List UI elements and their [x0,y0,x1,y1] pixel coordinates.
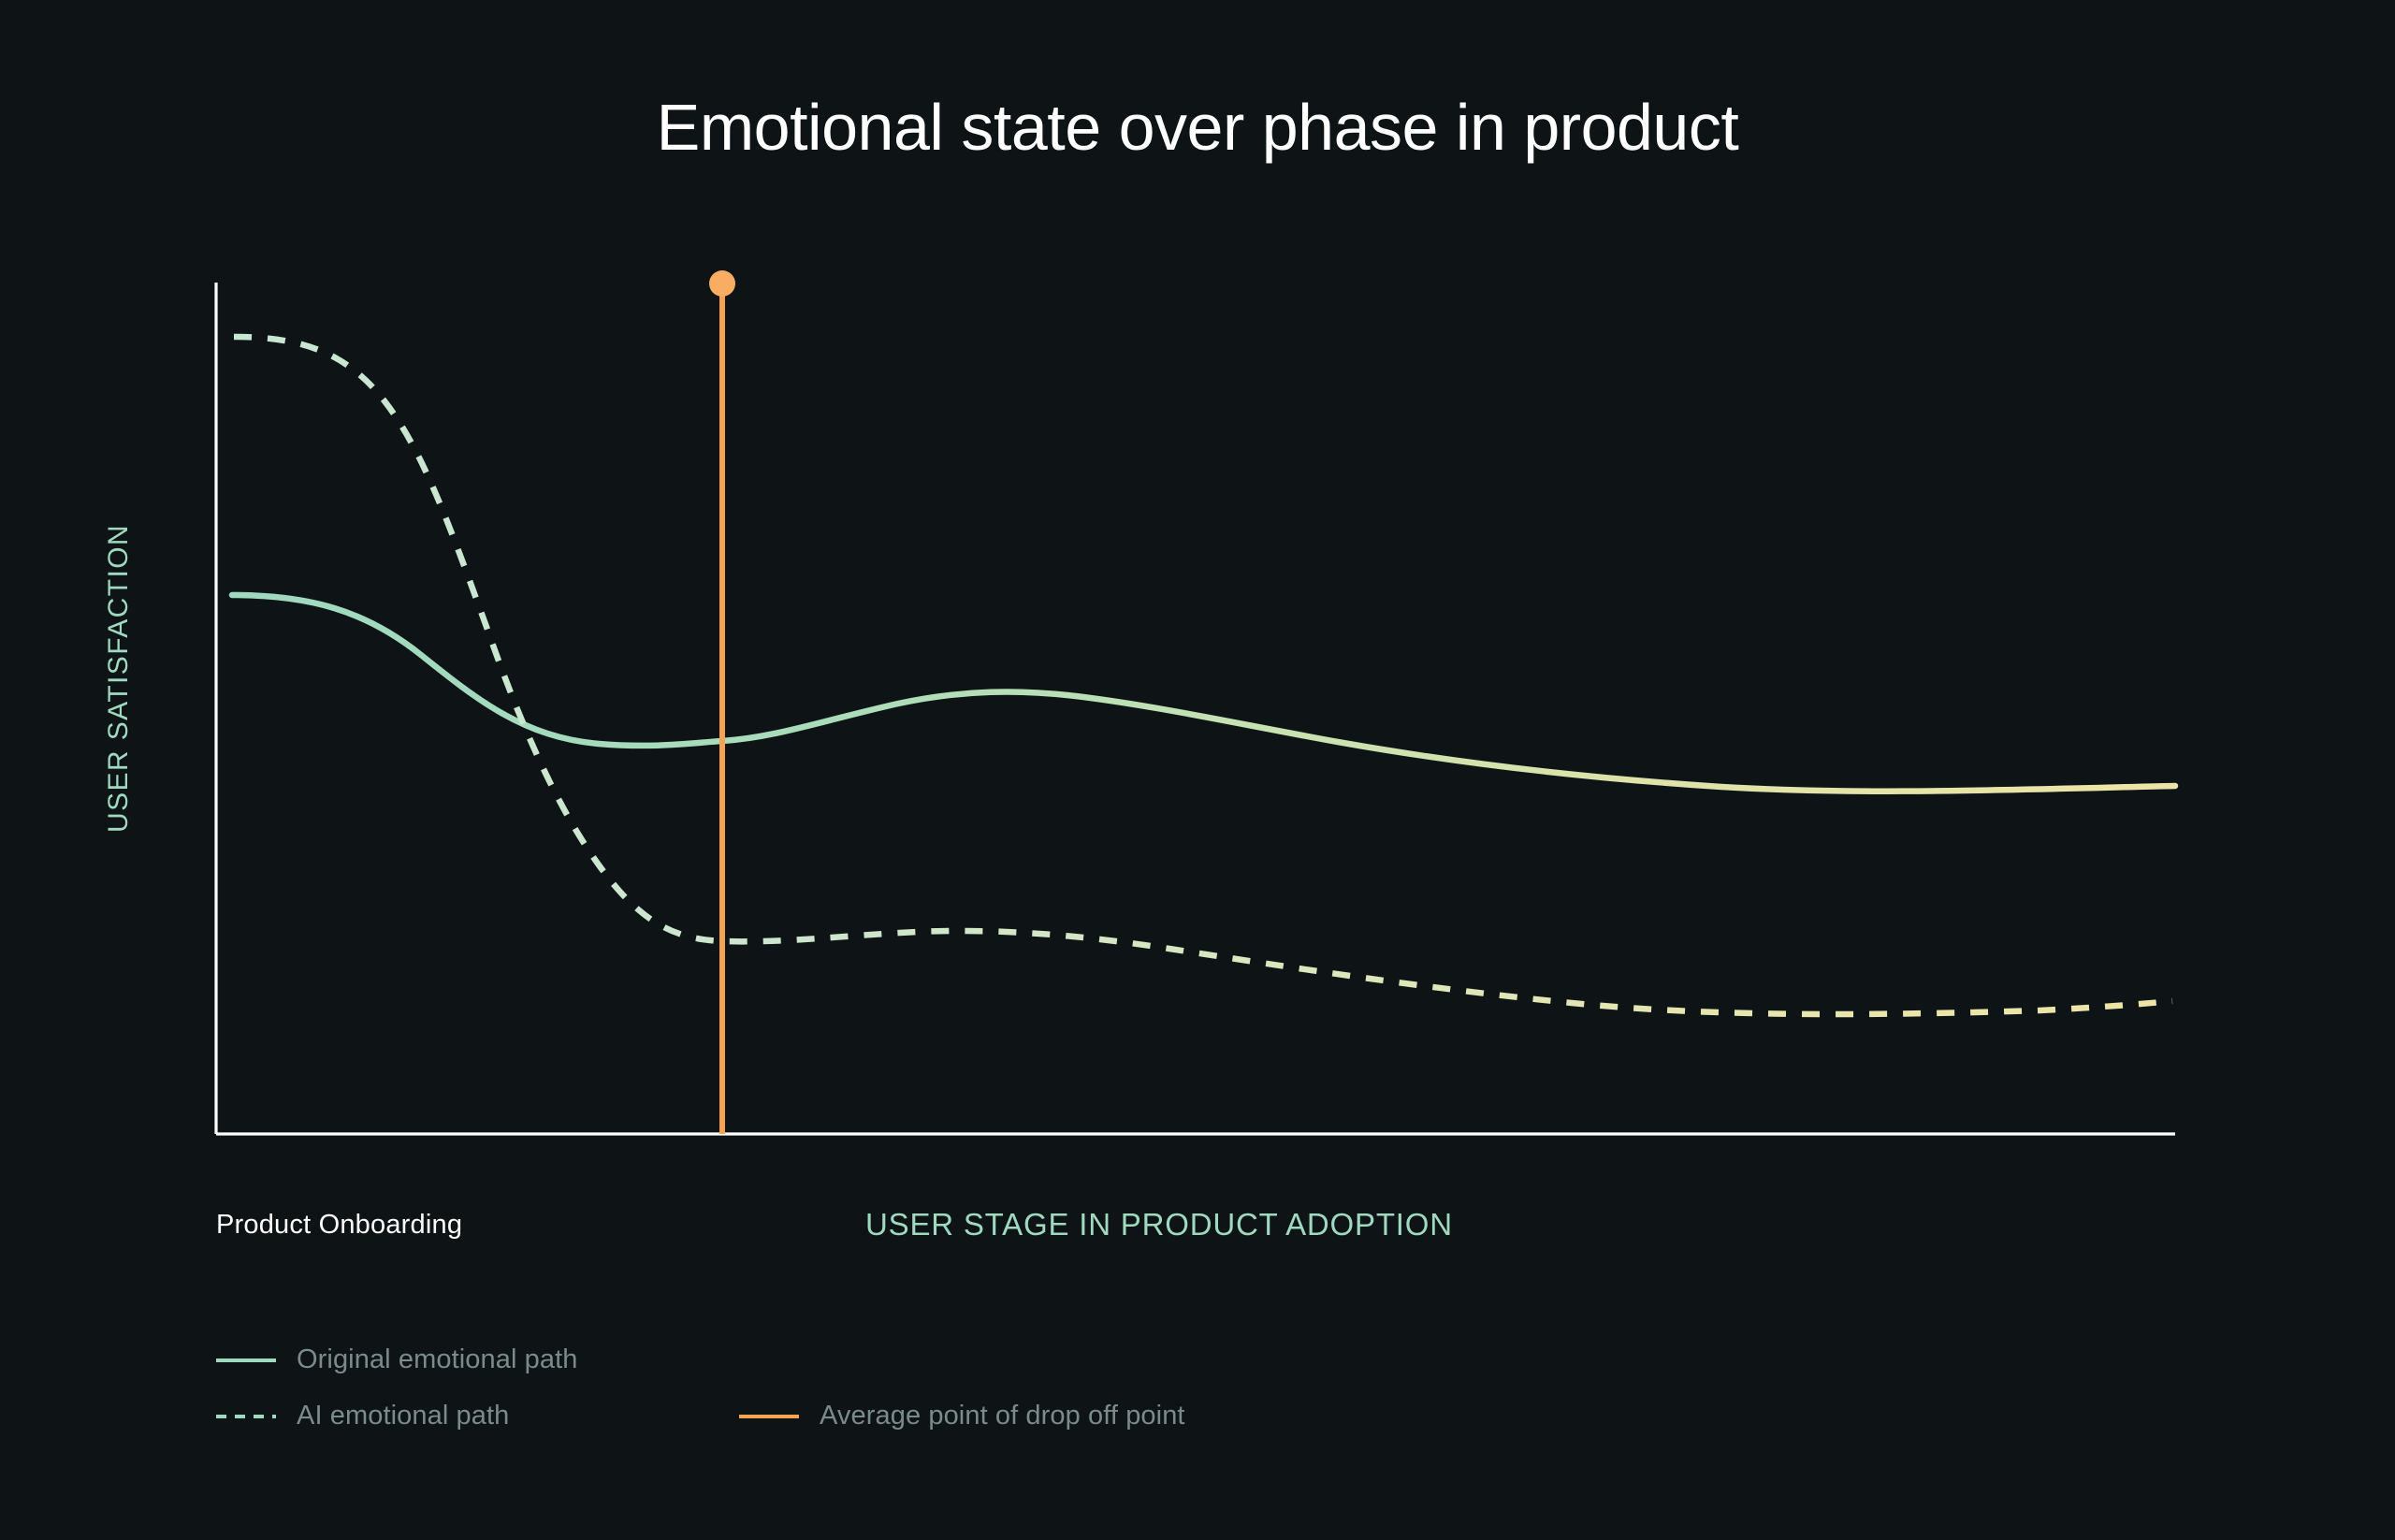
legend-item-average-drop-off[interactable]: Average point of drop off point [739,1401,1185,1431]
stage-marker-label: Product Onboarding [216,1210,463,1240]
legend-label: Average point of drop off point [820,1401,1185,1431]
solid-line-swatch [216,1354,276,1367]
series-original-emotional-path [228,591,2179,794]
legend-row-1: Original emotional path [216,1344,1713,1401]
legend-row-2: AI emotional path Average point of drop … [216,1401,1713,1457]
average-drop-off-dot[interactable] [709,270,735,297]
y-axis-label: USER SATISFACTION [103,524,134,833]
legend-label: Original emotional path [297,1344,578,1374]
x-axis-label: USER STAGE IN PRODUCT ADOPTION [865,1207,1453,1242]
series-ai-emotional-path [233,333,2173,1018]
dashed-line-swatch [216,1410,276,1423]
orange-line-swatch [739,1410,799,1423]
legend-item-original-emotional-path[interactable]: Original emotional path [216,1344,578,1375]
legend-item-ai-emotional-path[interactable]: AI emotional path [216,1401,509,1431]
legend: Original emotional path AI emotional pat… [216,1344,1713,1457]
page-title: Emotional state over phase in product [656,91,1739,164]
legend-label: AI emotional path [297,1401,510,1431]
